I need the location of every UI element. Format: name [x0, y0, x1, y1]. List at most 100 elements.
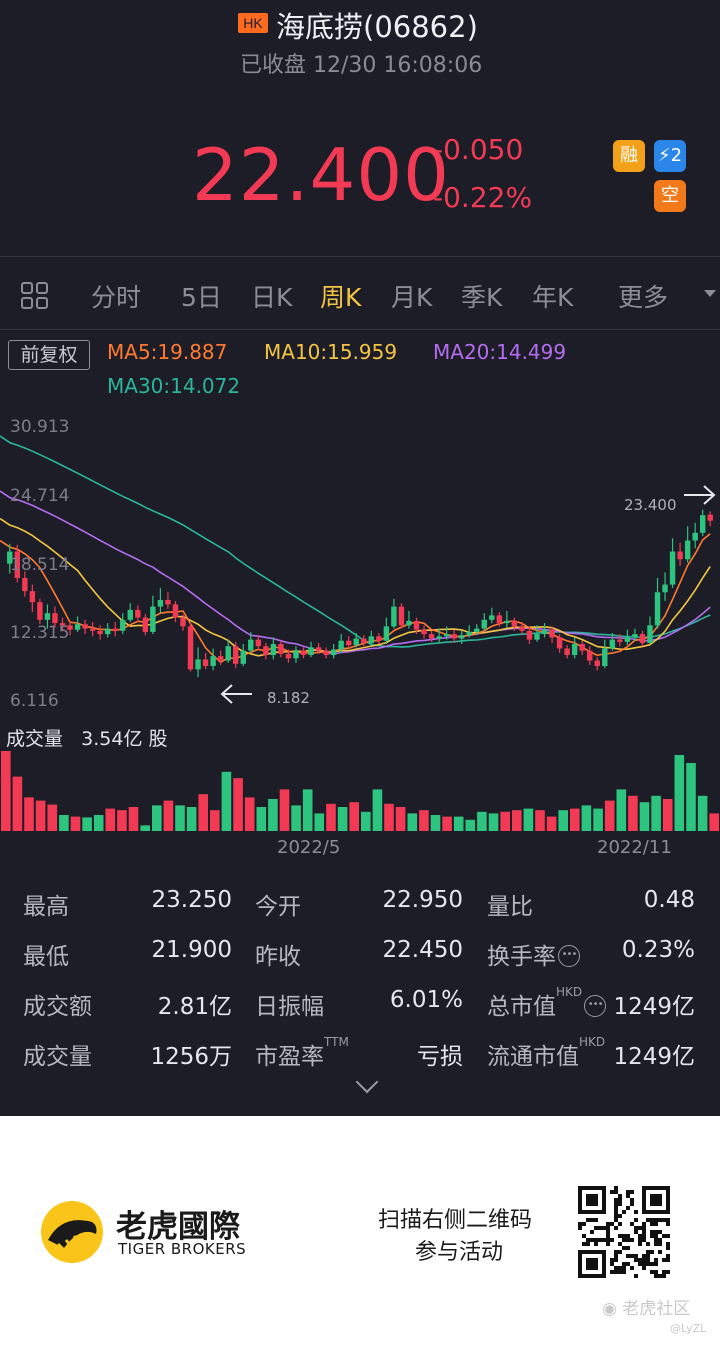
volume-bar [244, 797, 255, 831]
candle [534, 625, 540, 642]
tab-monthly[interactable]: 月K [391, 283, 433, 312]
volume-bar [616, 789, 627, 831]
y-tick-label: 6.116 [10, 691, 59, 711]
volume-bar [709, 813, 719, 831]
qr-code[interactable] [578, 1186, 670, 1278]
tab-more[interactable]: 更多 [618, 283, 669, 312]
volume-chart[interactable] [0, 745, 720, 833]
candle [684, 526, 691, 563]
y-tick-label: 12.315 [10, 623, 70, 643]
candle [436, 628, 442, 643]
candle [44, 604, 51, 629]
volume-bar [581, 805, 592, 831]
tab-quarterly[interactable]: 季K [461, 283, 503, 312]
price-change-pct: -0.22% [433, 181, 533, 214]
volume-bar [442, 816, 452, 831]
volume-bar [361, 811, 371, 831]
candle [639, 630, 646, 647]
volume-bar [419, 810, 429, 831]
candle [594, 657, 600, 671]
tab-weekly[interactable]: 周K [320, 283, 362, 312]
chevron-down-icon[interactable] [704, 290, 716, 297]
volume-bar [384, 803, 394, 831]
low-marker-label: 8.182 [267, 689, 310, 707]
candle [458, 630, 465, 645]
candle [413, 617, 420, 635]
level2-badge[interactable]: ⚡2 [654, 140, 686, 172]
candle [82, 619, 88, 635]
price-adjust-button[interactable]: 前复权 [8, 340, 90, 370]
stat-value: 1249亿 [613, 994, 695, 1020]
volume-bar [395, 807, 406, 831]
kline-chart[interactable] [0, 400, 720, 720]
volume-bar [407, 813, 418, 831]
volume-bar [337, 807, 348, 831]
volume-bar [175, 805, 185, 831]
volume-bar [372, 789, 383, 831]
volume-bar [221, 771, 232, 831]
grid-layout-icon[interactable] [20, 281, 50, 311]
candle [624, 629, 631, 646]
candle [233, 641, 239, 669]
candle [707, 511, 713, 527]
candle [315, 642, 322, 654]
stat-value: 亏损 [417, 1044, 463, 1070]
tab-daily[interactable]: 日K [251, 283, 293, 312]
volume-bar [535, 810, 545, 831]
candle [14, 544, 21, 583]
volume-bar [651, 795, 661, 831]
volume-bar [140, 825, 150, 831]
volume-bar [302, 789, 313, 831]
stat-value: 0.48 [643, 887, 695, 913]
candle [323, 647, 329, 659]
volume-bar [546, 816, 557, 831]
stat-value: 21.900 [151, 937, 232, 963]
stat-label: 量比 [487, 894, 533, 920]
candle [180, 614, 186, 631]
volume-bar [70, 816, 81, 831]
candle [255, 635, 262, 650]
candle [142, 614, 149, 636]
market-badge: HK [238, 13, 268, 33]
candle [150, 595, 156, 635]
ma30-line [0, 435, 711, 648]
candle [135, 605, 141, 623]
watermark: ◉ 老虎社区 [602, 1299, 691, 1319]
candle [248, 631, 254, 653]
tab-yearly[interactable]: 年K [532, 283, 574, 312]
volume-bar [465, 819, 476, 831]
margin-badge[interactable]: 融 [613, 140, 645, 172]
more-info-icon[interactable]: ••• [558, 944, 580, 967]
volume-value: 3.54亿 股 [81, 728, 168, 750]
candle [428, 630, 435, 642]
candle [617, 634, 623, 647]
header: HK 海底捞(06862) 已收盘 12/30 16:08:06 [0, 0, 720, 90]
x-tick-label: 2022/11 [597, 837, 672, 858]
expand-chevron-icon[interactable] [355, 1070, 379, 1094]
stock-title[interactable]: 海底捞(06862) [276, 10, 478, 44]
volume-bar [430, 815, 441, 831]
candle [556, 634, 563, 653]
volume-bar [697, 795, 708, 831]
candle [293, 646, 299, 663]
more-info-icon[interactable]: ••• [584, 994, 607, 1017]
y-tick-label: 24.714 [10, 486, 70, 506]
candle [59, 617, 66, 631]
candle [278, 640, 284, 658]
candle [511, 617, 518, 631]
candle [308, 641, 314, 658]
candle [526, 626, 533, 645]
stat-value: 23.250 [151, 887, 232, 913]
chart-period-tabs: 分时 5日 日K 周K 月K 季K 年K 更多 [0, 262, 720, 328]
tab-intraday[interactable]: 分时 [91, 283, 142, 312]
share-footer: 老虎國際 TIGER BROKERS 扫描右侧二维码 参与活动 ◉ 老虎社区 @… [0, 1116, 720, 1346]
candle [361, 635, 367, 647]
tab-5day[interactable]: 5日 [181, 283, 222, 312]
candle [217, 650, 224, 665]
candle [579, 640, 585, 656]
stat-label: 流通市值 [487, 1044, 579, 1070]
stat-value: 1249亿 [613, 1044, 695, 1070]
short-badge[interactable]: 空 [654, 180, 686, 212]
candle [285, 649, 292, 663]
stat-value: 1256万 [150, 1044, 232, 1070]
